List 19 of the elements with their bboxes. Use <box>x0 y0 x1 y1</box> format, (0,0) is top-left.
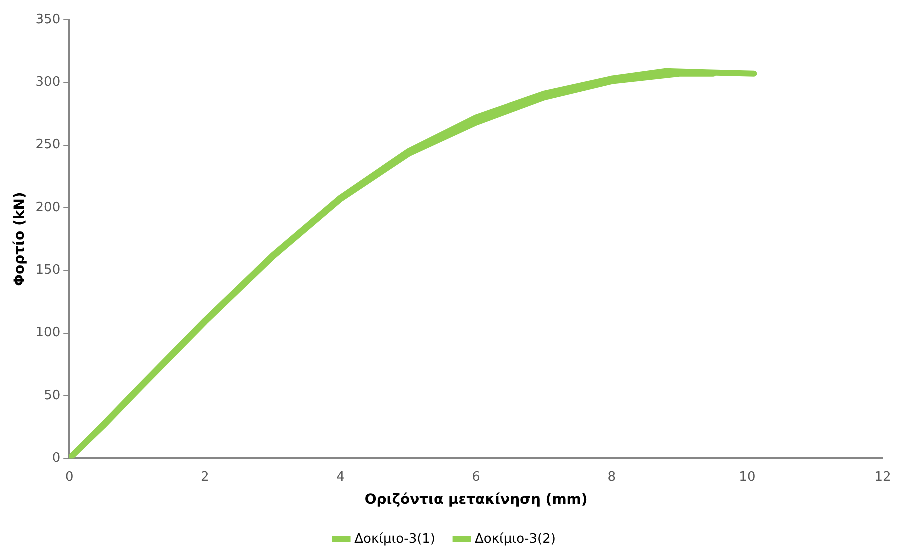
y-tick-label: 50 <box>44 388 61 404</box>
legend-label: Δοκίμιο-3(2) <box>475 532 556 547</box>
y-tick-label: 250 <box>36 138 61 153</box>
x-tick-label: 6 <box>472 470 480 485</box>
y-tick-label: 350 <box>36 12 61 28</box>
y-tick-label: 100 <box>36 326 61 341</box>
y-tick-label: 0 <box>52 450 61 466</box>
legend-label: Δοκίμιο-3(1) <box>354 532 436 547</box>
x-tick-label: 12 <box>874 470 892 485</box>
x-tick-label: 2 <box>201 470 210 485</box>
y-tick-label: 200 <box>36 200 61 216</box>
x-tick-label: 8 <box>608 470 616 485</box>
x-tick-label: 0 <box>65 470 74 485</box>
y-axis-title: Φορτίο (kN) <box>12 192 28 286</box>
x-tick-label: 10 <box>739 470 756 485</box>
x-axis-title: Οριζόντια μετακίνηση (mm) <box>364 492 588 508</box>
x-tick-label: 4 <box>336 470 345 485</box>
y-tick-label: 150 <box>36 263 61 278</box>
y-tick-label: 300 <box>36 75 61 90</box>
